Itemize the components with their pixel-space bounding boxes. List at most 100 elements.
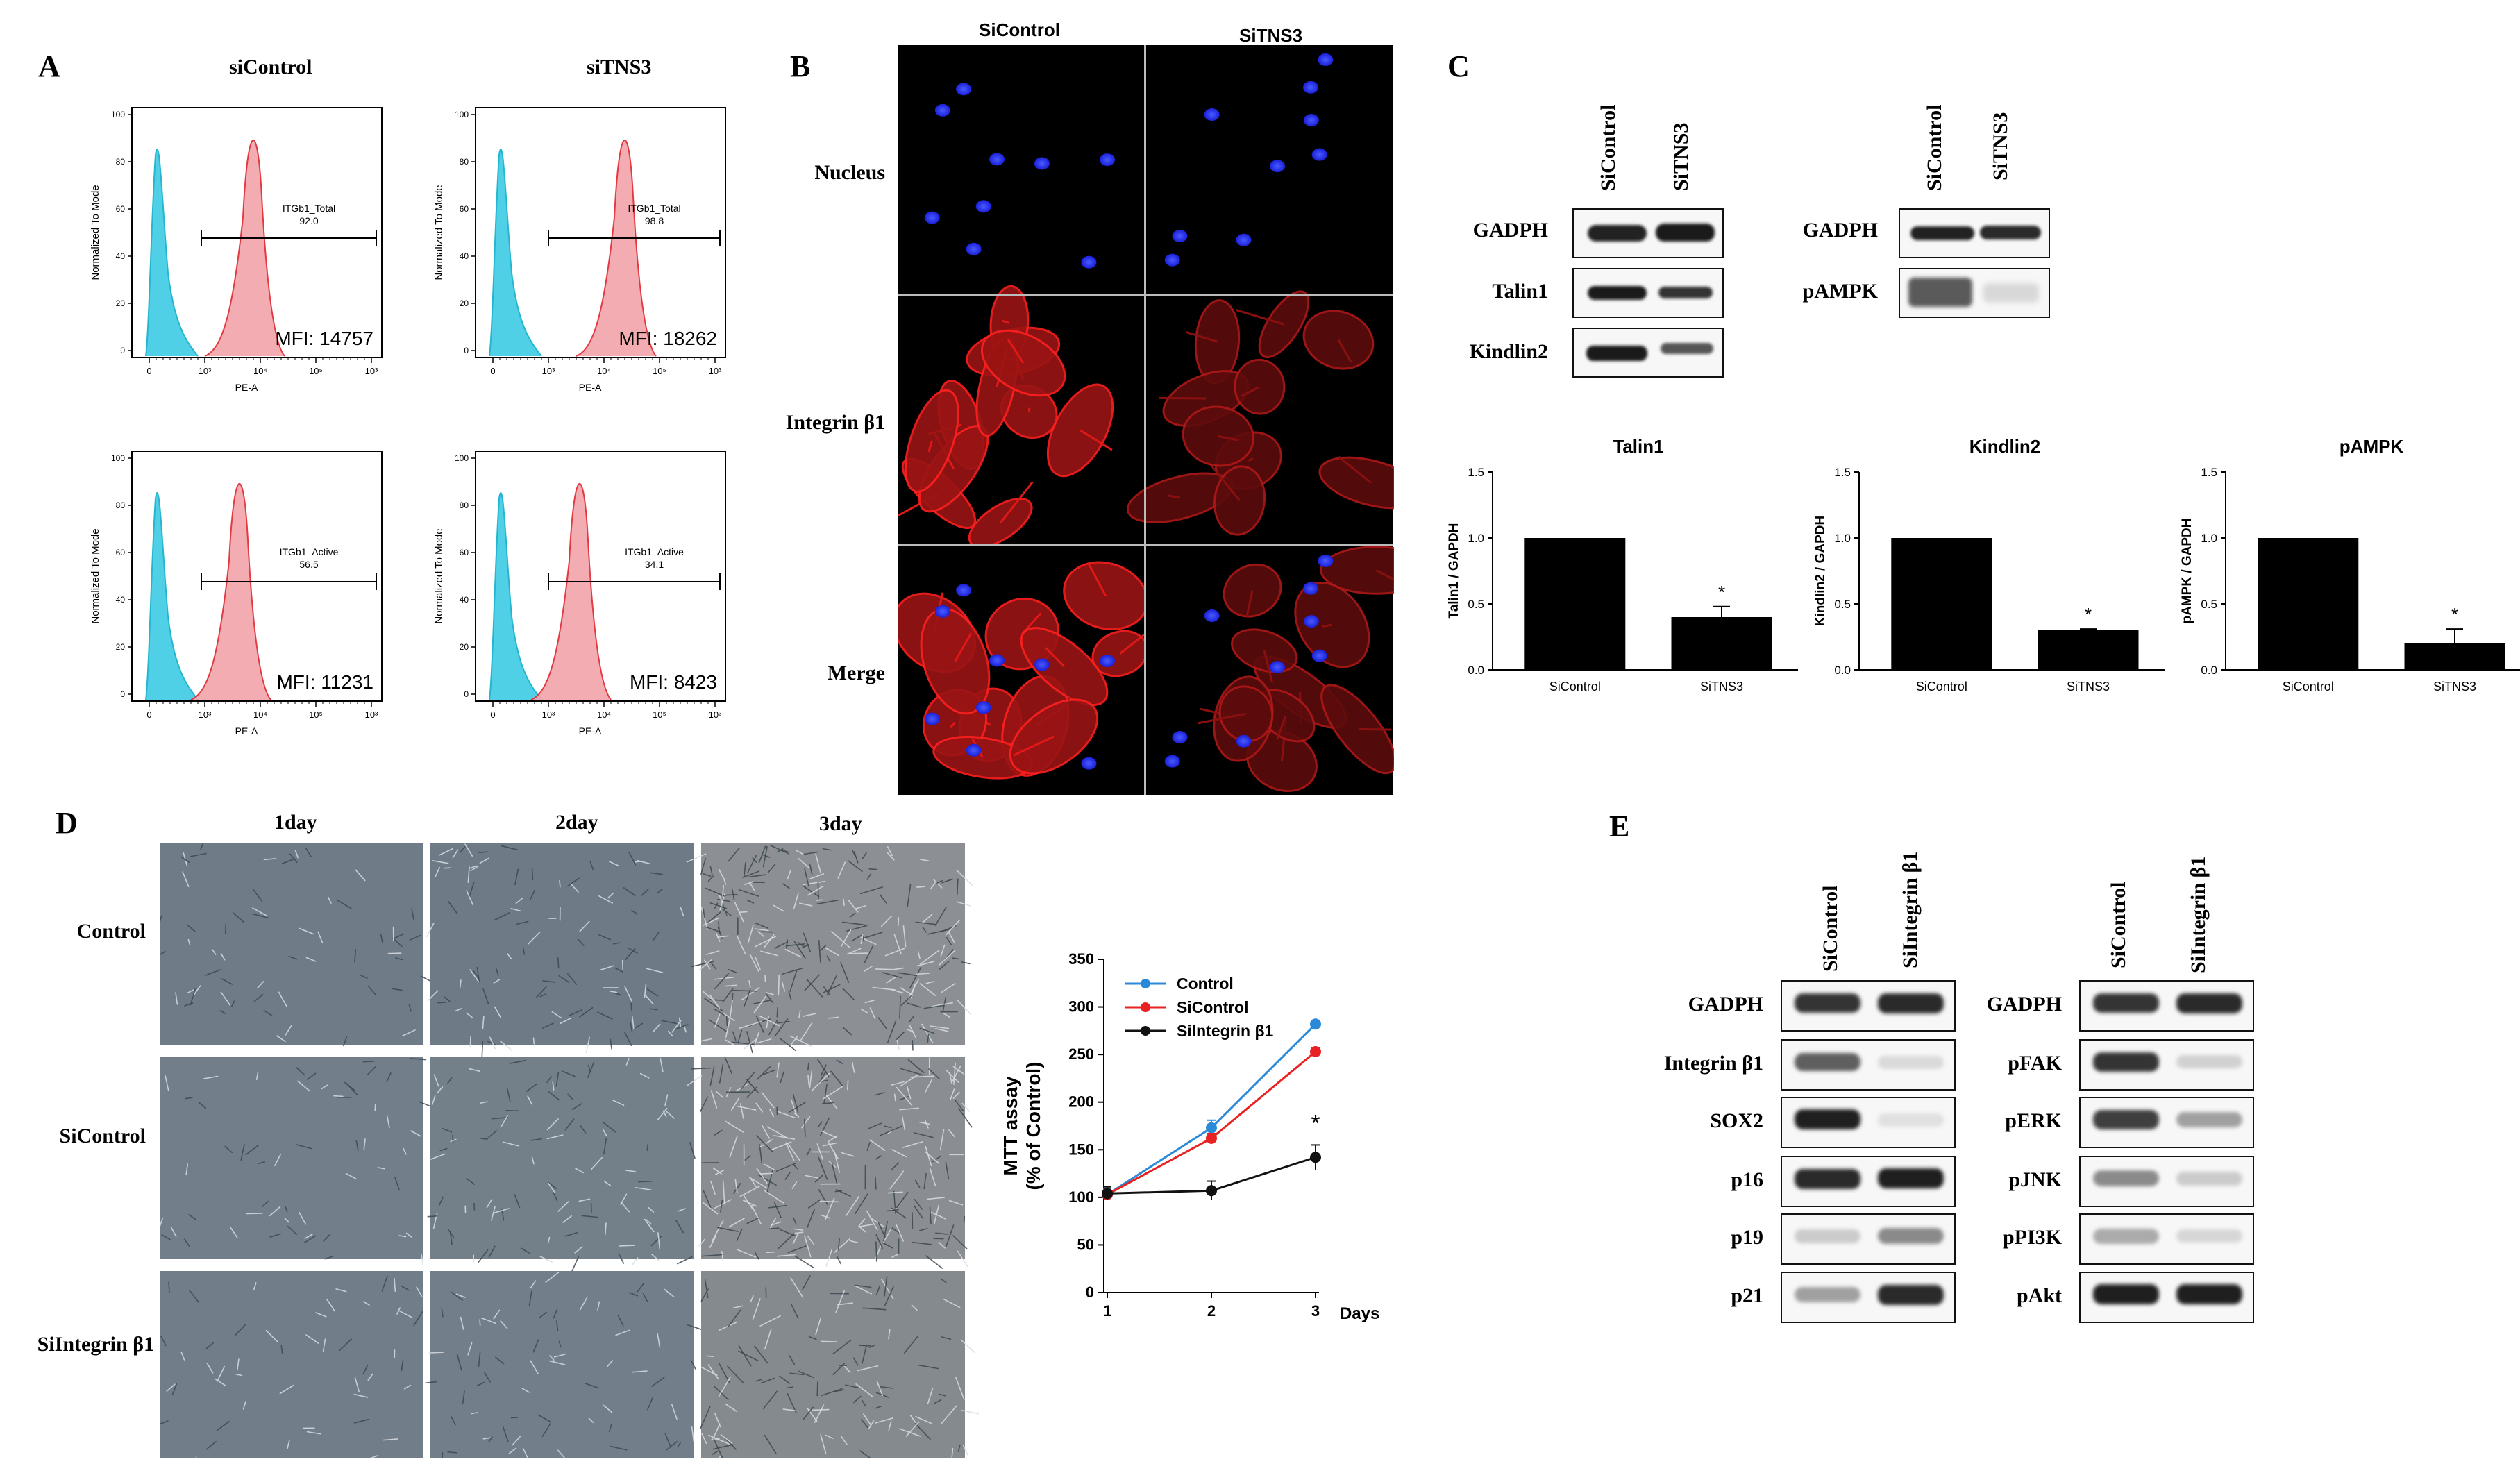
series-line bbox=[1107, 1023, 1317, 1196]
cell-shape bbox=[198, 1102, 207, 1109]
cell-shape bbox=[175, 992, 178, 1005]
cell-shape bbox=[671, 1404, 678, 1420]
cell-shape bbox=[444, 996, 451, 1003]
cell-shape bbox=[495, 1356, 505, 1365]
nucleus bbox=[966, 743, 982, 757]
cell-shape bbox=[818, 1156, 828, 1180]
cell-shape bbox=[383, 1438, 398, 1441]
nucleus bbox=[1204, 108, 1220, 121]
cell-shape bbox=[677, 1441, 682, 1448]
cell-shape bbox=[438, 848, 453, 856]
cell-shape bbox=[628, 1292, 639, 1297]
cell-shape bbox=[820, 945, 827, 951]
cell-shape bbox=[509, 1059, 527, 1064]
cell-protrusion bbox=[927, 440, 933, 453]
cell-protrusion bbox=[1013, 735, 1055, 757]
cell-shape bbox=[501, 1115, 509, 1127]
flow-ytick-label: 60 bbox=[116, 204, 126, 214]
blot-band bbox=[2093, 1110, 2159, 1129]
cell-shape bbox=[898, 917, 900, 927]
cell-shape bbox=[805, 1175, 820, 1179]
cell-shape bbox=[437, 1086, 444, 1093]
cell-shape bbox=[807, 885, 824, 896]
cell-shape bbox=[866, 1142, 871, 1152]
cell-shape bbox=[707, 1364, 719, 1379]
cell-shape bbox=[394, 957, 403, 961]
cell-shape bbox=[367, 1066, 376, 1076]
cell-shape bbox=[502, 1141, 520, 1147]
cell-shape bbox=[704, 959, 711, 970]
cell-shape bbox=[555, 1071, 560, 1087]
line-ytick-label: 300 bbox=[1068, 998, 1094, 1016]
cell-shape bbox=[770, 845, 790, 855]
cell-shape bbox=[557, 1201, 569, 1212]
cell-shape bbox=[846, 925, 868, 932]
cell-shape bbox=[608, 861, 619, 866]
cell-shape bbox=[362, 1301, 370, 1306]
cell-shape bbox=[677, 1256, 693, 1265]
integrin-cell bbox=[1302, 310, 1375, 370]
cell-shape bbox=[759, 1139, 773, 1148]
cell-shape bbox=[875, 1286, 880, 1295]
integrin-cell bbox=[904, 389, 959, 493]
cell-shape bbox=[675, 1220, 684, 1234]
cell-shape bbox=[723, 877, 727, 885]
cell-shape bbox=[242, 1401, 246, 1410]
cell-shape bbox=[305, 848, 312, 857]
cell-shape bbox=[806, 1148, 811, 1156]
cell-shape bbox=[219, 1010, 226, 1015]
cell-shape bbox=[460, 1316, 464, 1330]
c-blot1-row-talin1: Talin1 bbox=[1492, 280, 1548, 303]
e-blot2-strip bbox=[2079, 1097, 2254, 1148]
cell-shape bbox=[946, 1070, 959, 1083]
flow-ytick-label: 0 bbox=[464, 689, 469, 699]
cell-shape bbox=[706, 950, 720, 955]
cell-shape bbox=[614, 967, 623, 973]
cell-shape bbox=[823, 1086, 843, 1100]
cell-shape bbox=[861, 1419, 869, 1429]
cell-shape bbox=[862, 932, 883, 939]
cell-shape bbox=[821, 1340, 838, 1342]
integrin-cell bbox=[1320, 546, 1394, 595]
cell-shape bbox=[914, 1205, 923, 1219]
cell-shape bbox=[835, 1290, 846, 1313]
cell-shape bbox=[762, 1390, 778, 1409]
cell-shape bbox=[650, 1236, 662, 1247]
cell-shape bbox=[821, 1388, 843, 1397]
flow-xtick-label: 10⁴ bbox=[597, 366, 611, 376]
cell-shape bbox=[657, 1108, 668, 1121]
cell-shape bbox=[887, 1209, 899, 1212]
cell-shape bbox=[653, 1023, 661, 1032]
phase-background bbox=[701, 1057, 965, 1259]
flow-xtick-label: 0 bbox=[490, 366, 495, 376]
cell-shape bbox=[547, 1236, 551, 1244]
cell-shape bbox=[493, 979, 501, 984]
cell-shape bbox=[834, 1151, 840, 1173]
cell-shape bbox=[830, 1070, 843, 1086]
cell-shape bbox=[732, 1041, 756, 1045]
cell-shape bbox=[787, 1392, 797, 1414]
flow-ytick-label: 60 bbox=[460, 548, 469, 557]
cell-shape bbox=[755, 1102, 764, 1113]
cell-shape bbox=[212, 949, 217, 955]
cell-shape bbox=[808, 873, 825, 880]
cell-shape bbox=[866, 1210, 878, 1231]
cell-shape bbox=[571, 1256, 579, 1272]
cell-shape bbox=[367, 985, 377, 996]
cell-shape bbox=[476, 1381, 485, 1386]
cell-shape bbox=[720, 1434, 733, 1445]
flow-ytick-label: 80 bbox=[460, 500, 469, 510]
cell-shape bbox=[466, 1012, 473, 1018]
cell-shape bbox=[880, 915, 893, 927]
cell-shape bbox=[642, 1293, 648, 1302]
cell-shape bbox=[637, 859, 651, 865]
e-blot1-strip bbox=[1781, 1097, 1956, 1148]
cell-shape bbox=[743, 1155, 751, 1161]
e-blot2-lane-sicontrol: SiControl bbox=[2107, 882, 2130, 968]
cell-shape bbox=[814, 1404, 825, 1423]
cell-shape bbox=[812, 1072, 830, 1091]
cell-shape bbox=[496, 968, 499, 976]
cell-shape bbox=[339, 1338, 353, 1352]
cell-shape bbox=[769, 1218, 777, 1229]
cell-shape bbox=[370, 1455, 379, 1458]
